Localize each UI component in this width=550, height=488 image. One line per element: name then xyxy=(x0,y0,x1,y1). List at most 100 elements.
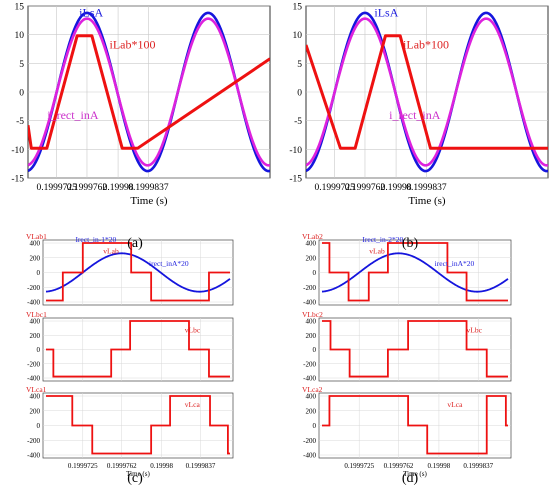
annotation: Irect_in-2*20 xyxy=(362,235,403,244)
y-tick-label: -15 xyxy=(289,175,302,185)
chart-a: -15 -10 -5 0 5 10 15 0.19997250.19997620.199980… xyxy=(11,3,271,207)
y-tick-label: 0 xyxy=(297,89,302,99)
y-tick-label: 400 xyxy=(30,240,41,248)
y-tick-label: -200 xyxy=(303,360,316,368)
y-tick-label: 400 xyxy=(30,318,41,326)
y-tick-label: -400 xyxy=(27,375,40,383)
annotation: vLbc xyxy=(467,325,483,334)
x-tick-label: 0.1999762 xyxy=(67,183,108,193)
chart-d: VLab2 -400 -200 0 200 400 Irect_in-2*20 vLab ire… xyxy=(302,232,512,478)
x-tick-label: 0.1999725 xyxy=(36,183,77,193)
panel-vlab2: VLab2 -400 -200 0 200 400 Irect_in-2*20 vLab ire… xyxy=(302,232,512,307)
series-line-vlbc xyxy=(46,320,230,378)
series-line-i-rect-ina xyxy=(28,17,270,167)
y-tick-label: -400 xyxy=(303,452,316,460)
x-tick-label: 0.19998 xyxy=(150,462,173,470)
x-axis-label: Time (s) xyxy=(130,195,168,207)
y-tick-label: 0 xyxy=(19,89,24,99)
y-tick-label: 0 xyxy=(313,269,317,277)
annotation: vLab xyxy=(369,247,385,256)
y-tick-label: -5 xyxy=(294,117,302,127)
x-tick-label: 0.19998 xyxy=(103,183,134,193)
panel-vlca1: VLca1 -400 -200 0 200 400 vLca xyxy=(26,385,234,460)
series-line-irect-in-2-20 xyxy=(321,252,509,293)
y-tick-label: 0 xyxy=(37,269,41,277)
panel-title: VLca2 xyxy=(302,385,323,394)
y-tick-label: 200 xyxy=(30,332,41,340)
y-tick-label: 400 xyxy=(30,393,41,401)
y-tick-label: 200 xyxy=(30,407,41,415)
x-tick-label: 0.1999725 xyxy=(314,183,355,193)
x-axis-label: Time (s) xyxy=(403,470,427,478)
y-tick-label: 200 xyxy=(30,254,41,262)
x-tick-label: 0.19998 xyxy=(381,183,412,193)
series-line-ilab-100 xyxy=(306,34,548,150)
x-tick-label: 0.1999762 xyxy=(345,183,386,193)
x-axis-label: Time (s) xyxy=(126,470,150,478)
annotation: i_rect_inA xyxy=(47,108,99,122)
caption-a: (a) xyxy=(127,236,143,251)
annotation: iLsA xyxy=(79,5,103,19)
x-tick-label: 0.19998 xyxy=(428,462,451,470)
y-tick-label: -400 xyxy=(303,299,316,307)
annotation: vLab xyxy=(103,247,119,256)
x-tick-label: 0.1999837 xyxy=(186,462,216,470)
y-tick-label: -400 xyxy=(303,375,316,383)
chart-c: VLab1 -400 -200 0 200 400 Irect_in-1*20 vLab ire… xyxy=(26,232,234,478)
x-tick-label: 0.1999837 xyxy=(128,183,169,193)
x-tick-label: 0.1999725 xyxy=(68,462,98,470)
panel-title: VLab2 xyxy=(302,232,323,241)
y-tick-label: 200 xyxy=(306,332,317,340)
y-tick-label: 200 xyxy=(306,254,317,262)
caption-c: (c) xyxy=(127,471,143,486)
y-tick-label: 400 xyxy=(306,240,317,248)
annotation: i_rect_inA xyxy=(389,108,441,122)
series-line-vlab xyxy=(322,242,508,302)
y-tick-label: 5 xyxy=(19,60,24,70)
panel-title: VLbc2 xyxy=(302,310,323,319)
series-line-vlbc xyxy=(322,320,508,378)
annotation: irect_inA*20 xyxy=(149,259,189,268)
panel-vlca2: VLca2 -400 -200 0 200 400 vLca xyxy=(302,385,512,460)
y-tick-label: -200 xyxy=(303,284,316,292)
x-tick-label: 0.1999762 xyxy=(384,462,414,470)
caption-d: (d) xyxy=(402,471,419,486)
y-tick-label: -200 xyxy=(27,437,40,445)
panel-title: VLbc1 xyxy=(26,310,47,319)
chart-b: -15 -10 -5 0 5 10 15 0.19997250.19997620.199980… xyxy=(289,3,549,207)
series-line-vlca xyxy=(322,395,508,455)
series-line-ilab-100 xyxy=(28,34,270,150)
y-tick-label: -10 xyxy=(289,146,302,156)
y-tick-label: -200 xyxy=(303,437,316,445)
x-axis-label: Time (s) xyxy=(408,195,446,207)
panel-title: VLca1 xyxy=(26,385,47,394)
y-tick-label: 0 xyxy=(313,422,317,430)
annotation: Irect_in-1*20 xyxy=(75,235,116,244)
y-tick-label: -5 xyxy=(16,117,24,127)
y-tick-label: 200 xyxy=(306,407,317,415)
annotation: vLbc xyxy=(185,325,201,334)
y-tick-label: -200 xyxy=(27,360,40,368)
x-tick-label: 0.1999837 xyxy=(406,183,447,193)
y-tick-label: 0 xyxy=(37,346,41,354)
y-tick-label: -400 xyxy=(27,299,40,307)
y-tick-label: 400 xyxy=(306,318,317,326)
y-tick-label: 0 xyxy=(37,422,41,430)
y-tick-label: -15 xyxy=(11,175,24,185)
panel-title: VLab1 xyxy=(26,232,47,241)
series-line-irect-in-1-20 xyxy=(45,252,231,293)
y-tick-label: 5 xyxy=(297,60,302,70)
panel-vlbc2: VLbc2 -400 -200 0 200 400 vLbc xyxy=(302,310,512,383)
annotation: iLsA xyxy=(374,5,398,19)
panel-vlbc1: VLbc1 -400 -200 0 200 400 vLbc xyxy=(26,310,234,383)
series-line-vlca xyxy=(46,395,230,455)
y-tick-label: 10 xyxy=(15,31,25,41)
panel-vlab1: VLab1 -400 -200 0 200 400 Irect_in-1*20 vLab ire… xyxy=(26,232,234,307)
caption-b: (b) xyxy=(402,236,419,251)
series-line-vlab xyxy=(46,242,230,302)
annotation: irect_inA*20 xyxy=(435,259,475,268)
y-tick-label: 0 xyxy=(313,346,317,354)
y-tick-label: -10 xyxy=(11,146,24,156)
series-line-i-rect-ina xyxy=(306,17,548,167)
